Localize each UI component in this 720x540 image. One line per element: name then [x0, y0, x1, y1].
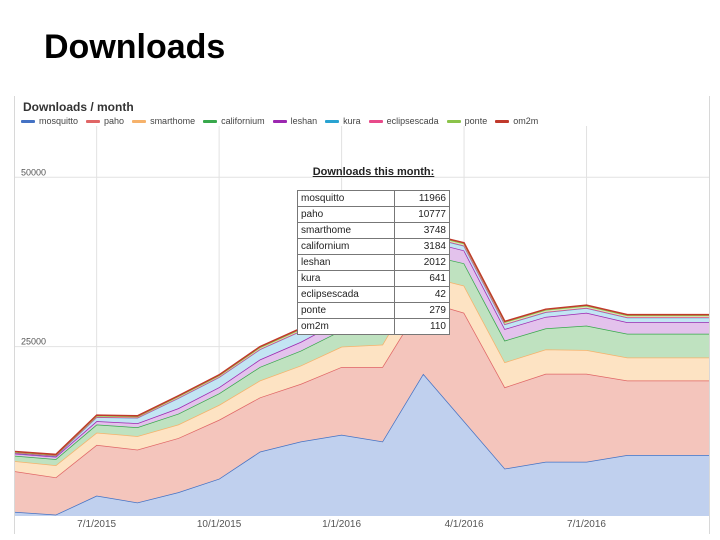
chart-legend: mosquitto paho smarthome californium leshan k… — [21, 116, 546, 126]
x-tick-label: 1/1/2016 — [322, 519, 361, 530]
legend-label: mosquitto — [39, 116, 79, 126]
tooltip-download-count: 42 — [394, 286, 450, 303]
tooltip-project-name: mosquitto — [297, 190, 395, 207]
stacked-area-chart: 25000 50000 7/1/2015 10/1/2015 1/1/2016 4/1/2… — [15, 126, 709, 530]
legend-item-mosquitto: mosquitto — [21, 116, 78, 126]
tooltip-row: leshan 2012 — [297, 254, 450, 271]
legend-item-kura: kura — [325, 116, 361, 126]
y-tick-label: 50000 — [21, 167, 46, 177]
x-tick-label: 10/1/2015 — [197, 519, 242, 530]
tooltip-download-count: 2012 — [394, 254, 450, 271]
tooltip-download-count: 110 — [394, 318, 450, 335]
legend-item-californium: californium — [203, 116, 265, 126]
legend-item-ponte: ponte — [446, 116, 488, 126]
legend-swatch — [21, 119, 35, 123]
line-paho — [15, 299, 709, 479]
tooltip-row: mosquitto 11966 — [297, 190, 450, 207]
tooltip-row: paho 10777 — [297, 206, 450, 223]
area-mosquitto — [15, 373, 709, 516]
chart-frame: 25000 50000 7/1/2015 10/1/2015 1/1/2016 4/1/2… — [14, 96, 710, 534]
x-tick-label: 7/1/2016 — [567, 519, 606, 530]
area-smarthome — [15, 275, 709, 478]
legend-label: smarthome — [150, 116, 196, 126]
tooltip-download-count: 3748 — [394, 222, 450, 239]
tooltip-title: Downloads this month: — [312, 166, 435, 178]
tooltip-project-name: kura — [297, 270, 395, 287]
tooltip-download-count: 3184 — [394, 238, 450, 255]
area-paho — [15, 300, 709, 515]
tooltip-download-count: 641 — [394, 270, 450, 287]
legend-label: eclipsescada — [386, 116, 439, 126]
legend-item-leshan: leshan — [272, 116, 318, 126]
legend-item-paho: paho — [86, 116, 124, 126]
x-tick-label: 7/1/2015 — [77, 519, 116, 530]
legend-swatch — [203, 119, 218, 123]
area-kura — [15, 235, 709, 457]
tooltip-table: mosquitto 11966 paho 10777 smarthome 3748 cali… — [297, 190, 450, 335]
legend-label: californium — [221, 116, 265, 126]
tooltip-project-name: californium — [297, 238, 395, 255]
legend-item-om2m: om2m — [495, 116, 538, 126]
tooltip-row: smarthome 3748 — [297, 222, 450, 239]
tooltip-project-name: ponte — [297, 302, 395, 319]
tooltip-download-count: 10777 — [394, 206, 450, 223]
tooltip-row: californium 3184 — [297, 238, 450, 255]
tooltip-project-name: om2m — [297, 318, 395, 335]
legend-swatch — [368, 119, 383, 123]
legend-label: paho — [104, 116, 125, 126]
legend-label: ponte — [464, 116, 488, 126]
chart-tooltip: Downloads this month: mosquitto 11966 paho… — [297, 166, 450, 335]
slide-title: Downloads — [44, 28, 226, 66]
legend-swatch — [495, 119, 510, 123]
tooltip-project-name: smarthome — [297, 222, 395, 239]
chart-title: Downloads / month — [23, 100, 134, 114]
tooltip-row: om2m 110 — [297, 318, 450, 335]
legend-swatch — [86, 119, 101, 123]
tooltip-project-name: paho — [297, 206, 395, 223]
tooltip-project-name: leshan — [297, 254, 395, 271]
legend-swatch — [272, 119, 287, 123]
legend-label: leshan — [290, 116, 318, 126]
area-leshan — [15, 240, 709, 460]
tooltip-row: kura 641 — [297, 270, 450, 287]
legend-item-eclipsescada: eclipsescada — [368, 116, 439, 126]
tooltip-download-count: 279 — [394, 302, 450, 319]
tooltip-row: ponte 279 — [297, 302, 450, 319]
legend-swatch — [325, 119, 340, 123]
legend-swatch — [446, 119, 461, 123]
legend-swatch — [132, 119, 147, 123]
legend-label: om2m — [513, 116, 539, 126]
tooltip-download-count: 11966 — [394, 190, 450, 207]
area-californium — [15, 253, 709, 466]
tooltip-row: eclipsescada 42 — [297, 286, 450, 303]
y-tick-label: 25000 — [21, 337, 46, 347]
legend-item-smarthome: smarthome — [132, 116, 195, 126]
tooltip-project-name: eclipsescada — [297, 286, 395, 303]
x-tick-label: 4/1/2016 — [445, 519, 484, 530]
legend-label: kura — [343, 116, 361, 126]
